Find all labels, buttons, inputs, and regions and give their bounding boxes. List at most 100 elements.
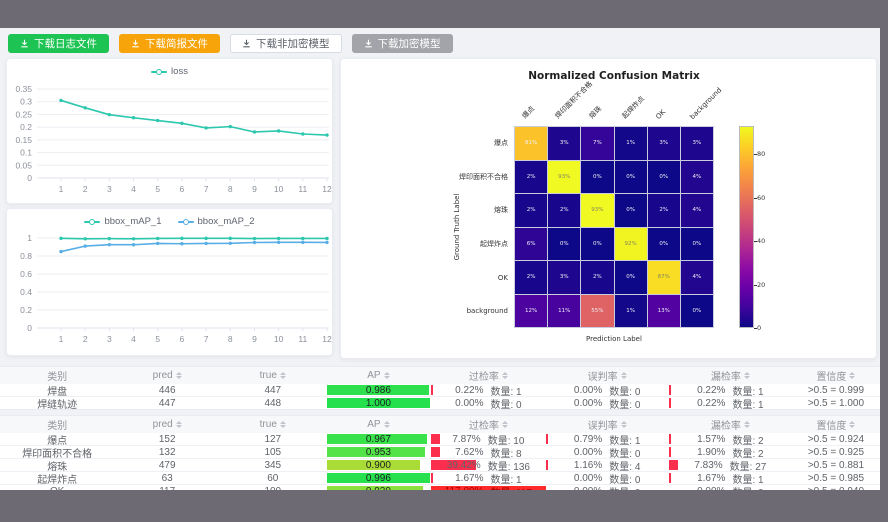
sort-caret-icon[interactable] [849, 372, 856, 379]
matrix-cell: 3% [548, 127, 581, 160]
rate-pct: 1.57% [697, 433, 726, 445]
confusion-matrix-grid: 81% 3% 7% 1% 3% 3% 2% 93% 0% 0% 0% 4% 2% 2% 93% 0% 2% 4% 6… [514, 126, 714, 328]
map-chart-card: bbox_mAP_1 bbox_mAP_2 0 0.2 0.4 0.6 0.8 1 1 2 3 4… [6, 208, 333, 356]
legend-marker-icon [177, 218, 194, 226]
sort-caret-icon[interactable] [175, 372, 182, 379]
matrix-y-axis-title: Ground Truth Label [453, 193, 461, 261]
legend-item-loss[interactable]: loss [151, 66, 188, 77]
column-header-误判率[interactable]: 误判率 [546, 416, 669, 433]
sort-caret-icon[interactable] [620, 421, 627, 428]
sort-caret-icon[interactable] [501, 421, 508, 428]
sort-caret-icon[interactable] [620, 372, 627, 379]
cell-overdetect-rate: 1.67% 数量: 1 [431, 472, 545, 484]
column-header-AP[interactable]: AP [326, 367, 432, 384]
cell-true: 127 [264, 433, 282, 445]
rate-count: 数量: 0 [490, 399, 522, 410]
svg-text:0.05: 0.05 [15, 160, 32, 170]
svg-text:9: 9 [252, 184, 257, 194]
column-header-过检率[interactable]: 过检率 [431, 367, 545, 384]
column-header-pred[interactable]: pred [114, 367, 220, 384]
rate-pct: 1.67% [455, 472, 484, 484]
rate-count: 数量: 4 [609, 461, 641, 472]
cell-ap: 0.953 [326, 446, 432, 458]
sort-caret-icon[interactable] [279, 372, 286, 379]
rate-pct: 0.00% [573, 446, 603, 458]
ap-bar [326, 434, 427, 444]
matrix-cell: 1% [614, 127, 647, 160]
cell-category: 熔珠 [47, 461, 68, 472]
ap-value: 1.000 [365, 397, 391, 409]
rate-pct: 1.90% [697, 446, 726, 458]
matrix-cell: 2% [515, 160, 548, 193]
download-encrypted-model-button[interactable]: 下载加密模型 [351, 34, 453, 53]
column-header-置信度[interactable]: 置信度 [792, 367, 880, 384]
column-header-pred[interactable]: pred [114, 416, 220, 433]
rate-count: 数量: 2 [732, 435, 764, 446]
svg-text:1: 1 [59, 334, 64, 344]
column-header-过检率[interactable]: 过检率 [431, 416, 545, 433]
rate-bar [668, 385, 671, 395]
legend-label: bbox_mAP_1 [104, 216, 162, 227]
sort-caret-icon[interactable] [383, 421, 390, 428]
matrix-cell: 7% [581, 127, 614, 160]
column-header-true[interactable]: true [220, 367, 326, 384]
column-header-漏检率[interactable]: 漏检率 [669, 416, 792, 433]
loss-chart-legend: loss [7, 66, 332, 77]
cell-misjudge-rate: 1.16% 数量: 4 [545, 459, 669, 472]
sort-caret-icon[interactable] [849, 421, 856, 428]
svg-text:7: 7 [204, 184, 209, 194]
rate-pct: 0.22% [697, 397, 726, 409]
matrix-cell: 81% [515, 127, 548, 160]
cell-miss-rate: 0.22% 数量: 1 [668, 384, 792, 396]
rate-bar [668, 460, 679, 470]
svg-text:0.3: 0.3 [20, 97, 32, 107]
column-header-置信度[interactable]: 置信度 [792, 416, 880, 433]
cell-misjudge-rate: 0.00% 数量: 0 [546, 485, 669, 491]
cell-true: 105 [264, 446, 282, 458]
sort-caret-icon[interactable] [743, 421, 750, 428]
matrix-cell: 92% [614, 227, 647, 260]
cell-misjudge-rate: 0.79% 数量: 1 [545, 433, 669, 445]
ap-value: 0.929 [366, 486, 391, 491]
legend-item-bbox_mAP_1[interactable]: bbox_mAP_1 [84, 216, 162, 227]
rate-count: 数量: 1 [732, 474, 764, 485]
column-header-AP[interactable]: AP [326, 416, 432, 433]
rate-bar [431, 473, 434, 483]
sort-caret-icon[interactable] [383, 372, 390, 379]
button-label: 下载日志文件 [34, 38, 97, 50]
svg-text:0.35: 0.35 [15, 84, 32, 94]
sort-caret-icon[interactable] [175, 421, 182, 428]
cell-overdetect-rate: 0.00% 数量: 0 [431, 397, 545, 410]
ap-bar [326, 385, 429, 395]
colorbar-tick [754, 284, 757, 286]
sort-caret-icon[interactable] [743, 372, 750, 379]
matrix-cell: 4% [680, 261, 713, 294]
sort-caret-icon[interactable] [279, 421, 286, 428]
download-report-button[interactable]: 下载简报文件 [119, 34, 220, 53]
rate-count: 数量: 0 [609, 474, 641, 485]
download-icon [20, 39, 29, 48]
sort-caret-icon[interactable] [501, 372, 508, 379]
cell-miss-rate: 1.90% 数量: 2 [668, 446, 792, 458]
download-plain-model-button[interactable]: 下载非加密模型 [230, 34, 342, 53]
svg-text:6: 6 [180, 334, 185, 344]
metrics-tables: 类别 pred true AP 过检率 误判率 漏检率 置信度 焊盘 446 447 0.986 0.2… [0, 366, 880, 490]
cell-pred: 152 [158, 433, 176, 445]
download-log-button[interactable]: 下载日志文件 [8, 34, 109, 53]
column-header-true[interactable]: true [220, 416, 326, 433]
ap-bar [326, 460, 420, 470]
column-header-漏检率[interactable]: 漏检率 [669, 367, 792, 384]
column-header-误判率[interactable]: 误判率 [546, 367, 669, 384]
column-header-category: 类别 [47, 372, 68, 383]
table-row: OK1171000.929117.00%数量: 1170.00%数量: 00.0… [0, 484, 880, 490]
legend-item-bbox_mAP_2[interactable]: bbox_mAP_2 [177, 216, 255, 227]
matrix-cell: 1% [614, 294, 647, 327]
matrix-cell: 93% [548, 160, 581, 193]
dashboard-page: 下载日志文件 下载简报文件 下载非加密模型 [0, 28, 880, 490]
rate-count: 数量: 0 [609, 386, 641, 397]
rate-pct: 7.62% [455, 446, 484, 458]
cell-confidence: >0.5 = 0.985 [807, 472, 865, 484]
matrix-cell: 3% [548, 261, 581, 294]
matrix-row-label: OK [497, 273, 508, 282]
